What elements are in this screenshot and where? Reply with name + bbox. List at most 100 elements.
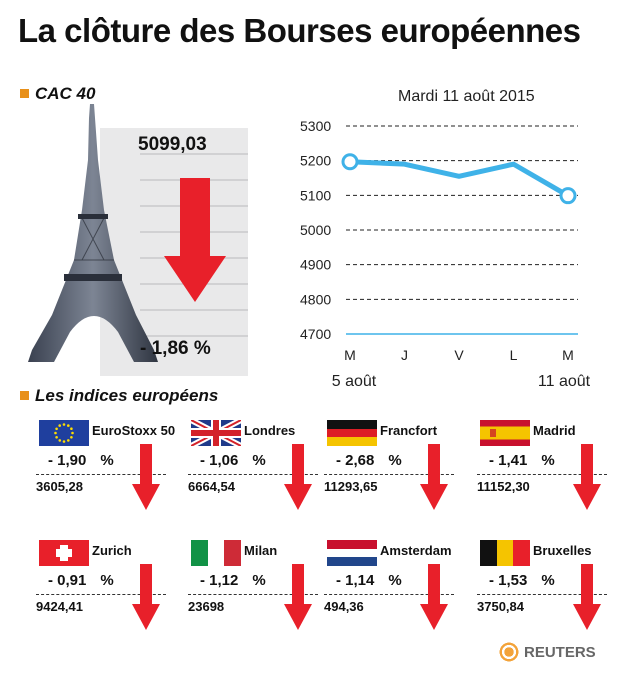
y-tick-label: 5300 [300,118,331,134]
dashed-divider [477,474,607,475]
y-tick-label: 4700 [300,326,331,342]
index-card: Milan - 1,12% 23698 [188,532,318,630]
indices-label-text: Les indices européens [35,386,219,405]
reuters-logo: REUTERS [498,641,596,663]
index-name: Amsterdam [380,543,452,558]
reuters-dots-icon [498,641,520,663]
down-arrow-icon [132,564,160,630]
index-value: 6664,54 [188,479,235,494]
index-change: - 0,91% [48,572,114,589]
index-name: Zurich [92,543,132,558]
down-arrow-icon [420,564,448,630]
index-change: - 1,06% [200,452,266,469]
index-change-value: - 1,41 [489,452,528,469]
index-change: - 1,53% [489,572,555,589]
index-value: 9424,41 [36,599,83,614]
index-change-value: - 0,91 [48,572,87,589]
flag-de-icon [327,420,377,446]
index-name: Francfort [380,423,438,438]
index-change-value: - 1,06 [200,452,239,469]
flag-ch-icon [39,540,89,566]
index-change-unit: % [541,452,555,469]
down-arrow-icon [573,564,601,630]
source-label: REUTERS [524,643,596,661]
index-change-unit: % [541,572,555,589]
dashed-divider [324,474,454,475]
down-arrow-icon [284,564,312,630]
dashed-divider [36,474,166,475]
index-card: Francfort - 2,68% 11293,65 [324,412,454,510]
index-change-value: - 1,12 [200,572,239,589]
index-change-unit: % [100,572,114,589]
index-card: Madrid - 1,41% 11152,30 [477,412,607,510]
x-tick-label: L [510,347,518,363]
index-value: 23698 [188,599,225,614]
index-change: - 1,12% [200,572,266,589]
flag-it-icon [191,540,241,566]
index-change: - 2,68% [336,452,402,469]
x-tick-label: J [401,347,408,363]
y-tick-label: 5000 [300,222,331,238]
index-card: Bruxelles - 1,53% 3750,84 [477,532,607,630]
flag-be-icon [480,540,530,566]
index-value: 3605,28 [36,479,83,494]
index-change: - 1,41% [489,452,555,469]
index-change: - 1,90% [48,452,114,469]
cac-line-chart: 4700 4800 4900 5000 5100 5200 5300 M 5 août J V L M 1… [300,118,591,390]
index-change-value: - 2,68 [336,452,375,469]
data-point [341,153,359,171]
index-change-unit: % [388,572,402,589]
index-value: 11152,30 [477,479,530,494]
x-tick-label: M [344,347,356,363]
index-name: Bruxelles [533,543,592,558]
down-arrow-icon [420,444,448,510]
x-tick-label: V [454,347,464,363]
index-name: Madrid [533,423,576,438]
index-card: Amsterdam - 1,14% 494,36 [324,532,454,630]
eiffel-tower-icon [28,104,158,362]
index-name: Londres [244,423,296,438]
x-sublabel: 11 août [538,373,591,390]
y-tick-label: 4800 [300,291,331,307]
down-arrow-icon [284,444,312,510]
down-arrow-icon [573,444,601,510]
x-sublabel: 5 août [332,373,377,390]
series-line [347,159,571,199]
cac-value: 5099,03 [138,134,207,155]
indices-section-label: Les indices européens [20,386,218,406]
dashed-divider [477,594,607,595]
cac-label-text: CAC 40 [35,84,96,103]
orange-square-icon [20,89,29,98]
dashed-divider [36,594,166,595]
y-tick-label: 4900 [300,257,331,273]
y-tick-label: 5200 [300,153,331,169]
x-tick-label: M [562,347,574,363]
index-card: EuroStoxx 50 - 1,90% 3605,28 [36,412,175,510]
flag-nl-icon [327,540,377,566]
data-point [559,187,577,205]
orange-square-icon [20,391,29,400]
dashed-divider [188,594,318,595]
cac-change: - 1,86 % [140,338,211,359]
index-change-unit: % [100,452,114,469]
cac-panel [100,128,248,376]
index-value: 3750,84 [477,599,524,614]
index-change-unit: % [388,452,402,469]
dashed-divider [188,474,318,475]
index-change: - 1,14% [336,572,402,589]
y-tick-label: 5100 [300,187,331,203]
flag-es-icon [480,420,530,446]
flag-uk-icon [191,420,241,446]
page-title: La clôture des Bourses européennes [18,12,581,49]
index-name: Milan [244,543,278,558]
down-arrow-icon [164,178,226,302]
cac-section-label: CAC 40 [20,84,95,104]
index-name: EuroStoxx 50 [92,423,176,438]
index-value: 11293,65 [324,479,378,494]
index-change-value: - 1,53 [489,572,528,589]
index-change-value: - 1,14 [336,572,375,589]
index-card: Zurich - 0,91% 9424,41 [36,532,166,630]
index-change-unit: % [252,452,266,469]
index-change-unit: % [252,572,266,589]
chart-date: Mardi 11 août 2015 [398,88,535,105]
